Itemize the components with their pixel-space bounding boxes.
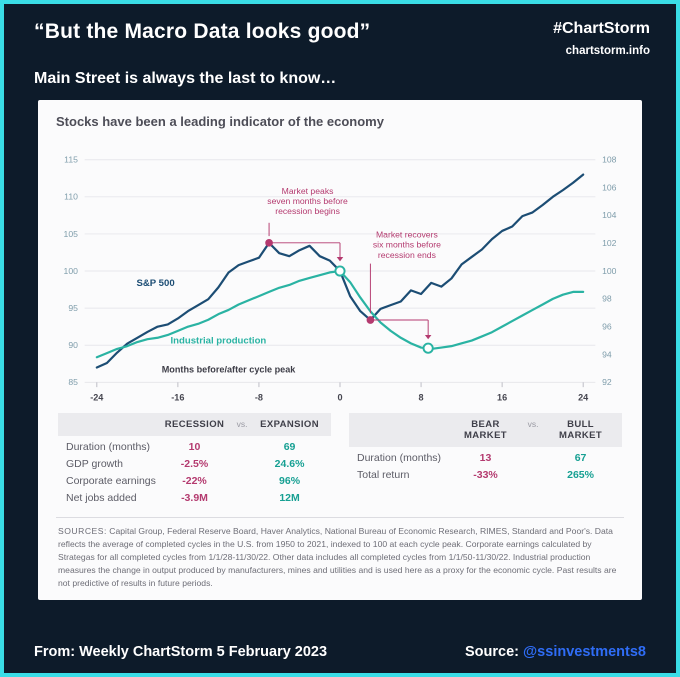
expansion-value: 96% xyxy=(279,475,301,488)
footer: From: Weekly ChartStorm 5 February 2023 … xyxy=(4,644,676,660)
source-handle[interactable]: @ssinvestments8 xyxy=(523,644,646,660)
svg-text:Industrial production: Industrial production xyxy=(171,336,267,347)
expansion-value: 12M xyxy=(279,492,300,505)
svg-text:-8: -8 xyxy=(255,393,263,403)
column-header: BULL MARKET xyxy=(559,419,603,442)
svg-text:92: 92 xyxy=(602,377,612,387)
svg-text:six months before: six months before xyxy=(373,240,441,250)
svg-text:104: 104 xyxy=(602,210,617,220)
column-header: BEAR MARKET xyxy=(463,419,508,442)
svg-text:recession begins: recession begins xyxy=(275,206,340,216)
svg-text:90: 90 xyxy=(68,340,78,350)
bear-value: 13 xyxy=(479,452,492,465)
table-row: Net jobs added -3.9M 12M xyxy=(58,487,331,504)
sources-label: SOURCES: xyxy=(58,526,107,537)
table-row: Corporate earnings -22% 96% xyxy=(58,470,331,487)
recession-value: -3.9M xyxy=(181,492,208,505)
header: “But the Macro Data looks good” #ChartSt… xyxy=(4,4,676,88)
leading-indicator-chart: 85 90 95 100 105 110 115 92 94 96 98 100 102 104 106 10… xyxy=(64,155,617,403)
brand-block: #ChartStorm chartstorm.info xyxy=(553,20,650,57)
bear-value: -33% xyxy=(473,469,498,482)
table-row: Total return -33% 265% xyxy=(349,464,622,481)
column-header: EXPANSION xyxy=(260,419,319,431)
svg-text:S&P 500: S&P 500 xyxy=(136,278,174,289)
svg-text:95: 95 xyxy=(68,303,78,313)
row-label: GDP growth xyxy=(66,458,123,471)
row-label: Duration (months) xyxy=(357,452,442,465)
svg-text:105: 105 xyxy=(64,229,79,239)
footer-from: From: Weekly ChartStorm 5 February 2023 xyxy=(34,644,328,660)
svg-text:110: 110 xyxy=(64,192,78,202)
recession-value: 10 xyxy=(188,441,201,454)
recession-value: -22% xyxy=(182,475,207,488)
subtitle: Main Street is always the last to know… xyxy=(34,70,337,87)
svg-text:recession ends: recession ends xyxy=(378,250,436,260)
hashtag: #ChartStorm xyxy=(553,20,650,37)
svg-text:8: 8 xyxy=(419,393,424,403)
svg-text:106: 106 xyxy=(602,182,617,192)
svg-text:100: 100 xyxy=(64,266,79,276)
table-header: RECESSION vs. EXPANSION xyxy=(58,413,331,437)
svg-text:seven months before: seven months before xyxy=(267,196,348,206)
expansion-value: 69 xyxy=(283,441,296,454)
svg-text:102: 102 xyxy=(602,238,617,248)
table-header: BEAR MARKET vs. BULL MARKET xyxy=(349,413,622,448)
svg-text:108: 108 xyxy=(602,155,617,165)
row-label: Net jobs added xyxy=(66,492,137,505)
svg-text:-24: -24 xyxy=(90,393,104,403)
table-row: Duration (months) 13 67 xyxy=(349,447,622,464)
svg-text:24: 24 xyxy=(578,393,589,403)
svg-text:Months before/after cycle peak: Months before/after cycle peak xyxy=(162,365,297,375)
recession-expansion-table: RECESSION vs. EXPANSION Duration (months… xyxy=(58,413,331,504)
chart-title: Stocks have been a leading indicator of … xyxy=(56,114,384,129)
row-label: Duration (months) xyxy=(66,441,151,454)
stats-tables: RECESSION vs. EXPANSION Duration (months… xyxy=(58,413,622,504)
svg-text:115: 115 xyxy=(64,155,78,165)
bull-value: 265% xyxy=(567,469,594,482)
column-header: RECESSION xyxy=(164,419,225,431)
svg-text:16: 16 xyxy=(497,393,507,403)
svg-text:94: 94 xyxy=(602,349,612,359)
bull-value: 67 xyxy=(574,452,587,465)
vs-label: vs. xyxy=(527,419,539,430)
table-row: GDP growth -2.5% 24.6% xyxy=(58,453,331,470)
svg-text:0: 0 xyxy=(337,393,342,403)
svg-text:-16: -16 xyxy=(171,393,184,403)
row-label: Corporate earnings xyxy=(66,475,156,488)
sources-text: Capital Group, Federal Reserve Board, Ha… xyxy=(58,526,617,588)
svg-text:Market peaks: Market peaks xyxy=(282,186,334,196)
sources-note: SOURCES: Capital Group, Federal Reserve … xyxy=(56,517,624,591)
recession-value: -2.5% xyxy=(180,458,209,471)
table-row: Duration (months) 10 69 xyxy=(58,436,331,453)
footer-source: Source: @ssinvestments8 xyxy=(465,644,646,660)
bear-bull-table: BEAR MARKET vs. BULL MARKET Duration (mo… xyxy=(349,413,622,481)
headline-quote: “But the Macro Data looks good” xyxy=(34,20,371,43)
svg-text:100: 100 xyxy=(602,266,617,276)
svg-text:96: 96 xyxy=(602,322,612,332)
svg-text:85: 85 xyxy=(68,377,78,387)
row-label: Total return xyxy=(357,469,410,482)
vs-label: vs. xyxy=(236,419,248,430)
expansion-value: 24.6% xyxy=(274,458,305,471)
svg-text:Market recovers: Market recovers xyxy=(376,230,438,240)
svg-text:98: 98 xyxy=(602,294,612,304)
site-url[interactable]: chartstorm.info xyxy=(565,45,650,57)
source-label: Source: xyxy=(465,644,520,660)
chart-card: Stocks have been a leading indicator of … xyxy=(38,100,642,600)
